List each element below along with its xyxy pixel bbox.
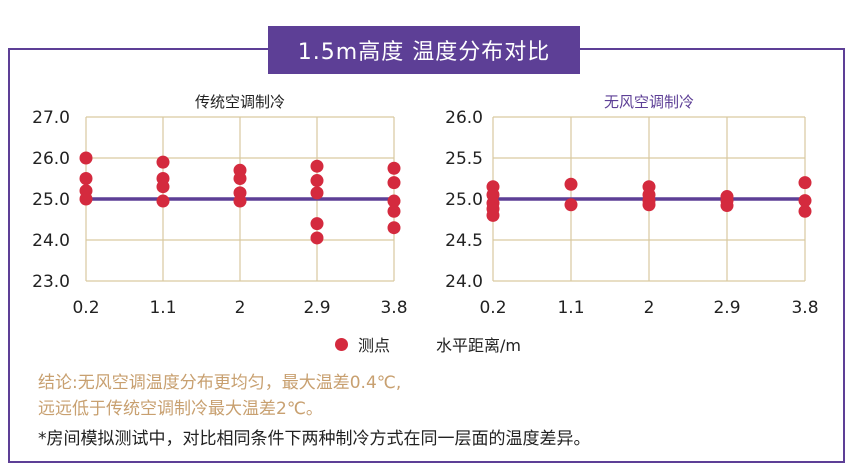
right-y-tick-label: 25.5 [445,149,483,169]
left-chart-title: 传统空调制冷 [195,93,285,111]
right-data-point [798,176,812,190]
left-x-tick-label: 0.2 [72,298,99,318]
right-y-tick-label: 25.0 [445,190,483,210]
right-x-tick-label: 1.1 [557,298,584,318]
left-data-point [79,192,93,206]
left-x-tick-label: 2.9 [303,298,330,318]
right-data-point [642,198,656,212]
left-data-point [387,194,401,208]
left-data-point [233,194,247,208]
legend-marker-label: 测点 [358,336,391,355]
left-data-point [156,180,170,194]
right-x-tick-label: 3.8 [791,298,818,318]
right-y-tick-label: 24.5 [445,231,483,251]
left-x-tick-label: 3.8 [380,298,407,318]
left-x-tick-label: 2 [235,298,246,318]
right-data-point [798,194,812,208]
left-data-point [233,172,247,185]
conclusion-line-1: 结论:无风空调温度分布更均匀，最大温差0.4℃, [38,373,402,393]
right-y-tick-label: 26.0 [445,108,483,128]
footnote: *房间模拟测试中，对比相同条件下两种制冷方式在同一层面的温度差异。 [38,429,591,449]
legend-axis-label: 水平距离/m [436,336,521,355]
right-y-tick-label: 24.0 [445,272,483,292]
left-data-point [310,174,324,188]
right-chart-title: 无风空调制冷 [604,93,694,111]
right-x-tick-label: 0.2 [479,298,506,318]
left-y-tick-label: 27.0 [32,108,70,128]
left-x-tick-label: 1.1 [149,298,176,318]
legend: 测点 水平距离/m [335,333,521,355]
right-data-point [798,204,812,218]
right-x-tick-label: 2 [644,298,655,318]
left-data-point [79,151,93,165]
left-data-point [387,204,401,218]
left-data-point [387,161,401,175]
left-y-tick-label: 23.0 [32,272,70,292]
left-data-point [156,194,170,208]
left-data-point [310,217,324,231]
right-data-point [564,198,578,212]
left-data-point [387,176,401,190]
left-data-point [79,172,93,185]
right-data-point [486,208,500,222]
page-title: 1.5m高度 温度分布对比 [268,26,580,74]
right-data-point [720,199,734,213]
left-data-point [310,186,324,200]
right-x-tick-label: 2.9 [713,298,740,318]
left-data-point [310,159,324,173]
right-data-point [564,177,578,191]
conclusion-line-2: 远远低于传统空调制冷最大温差2℃。 [38,399,323,419]
left-y-tick-label: 25.0 [32,190,70,210]
left-data-point [310,231,324,245]
left-y-tick-label: 26.0 [32,149,70,169]
left-y-tick-label: 24.0 [32,231,70,251]
left-data-point [387,221,401,235]
legend-marker-icon [335,337,348,351]
left-data-point [156,155,170,169]
